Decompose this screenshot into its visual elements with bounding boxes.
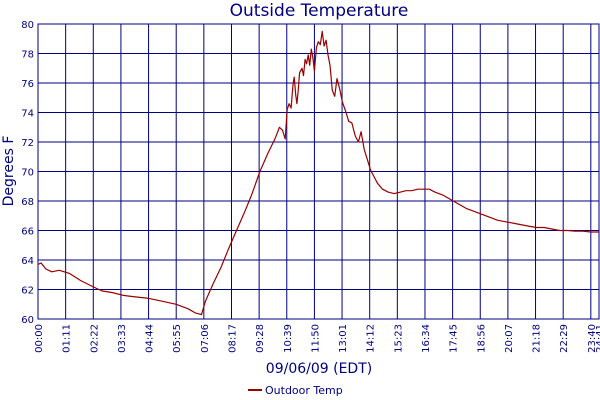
- series-line-outdoor-temp: [37, 30, 599, 316]
- y-tick-label: 60: [21, 315, 34, 326]
- y-tick-label: 70: [21, 168, 34, 179]
- series-group: [37, 30, 599, 316]
- x-axis-ticks: 00:00 01:11 02:22 03:33 04:44 05:55 07:06 08:17…: [34, 324, 600, 353]
- x-tick-label: 18:56: [476, 324, 487, 353]
- x-tick-label: 09:28: [255, 324, 266, 353]
- y-tick-label: 62: [21, 286, 34, 297]
- x-tick-label: 01:11: [62, 324, 73, 353]
- y-tick-label: 64: [21, 256, 34, 267]
- x-tick-label: 10:39: [283, 324, 294, 353]
- x-tick-label: 23:40: [587, 324, 598, 353]
- x-tick-label: 22:29: [559, 324, 570, 353]
- x-tick-label: 07:06: [200, 324, 211, 353]
- x-tick-label: 24:41: [595, 324, 600, 353]
- x-tick-label: 05:55: [172, 324, 183, 353]
- x-tick-label: 03:33: [117, 324, 128, 353]
- x-tick-label: 21:18: [532, 324, 543, 353]
- y-tick-label: 76: [21, 79, 34, 90]
- chart-title: Outside Temperature: [230, 1, 409, 21]
- x-tick-label: 16:34: [421, 324, 432, 353]
- x-axis-label: 09/06/09 (EDT): [266, 361, 372, 377]
- y-tick-label: 80: [21, 20, 34, 31]
- x-tick-label: 20:07: [504, 324, 515, 353]
- x-tick-label: 02:22: [89, 324, 100, 353]
- x-tick-label: 14:12: [366, 324, 377, 353]
- legend-label-outdoor-temp: Outdoor Temp: [265, 384, 343, 397]
- y-axis-label: Degrees F: [1, 136, 17, 207]
- y-tick-label: 78: [21, 50, 34, 61]
- y-tick-label: 68: [21, 197, 34, 208]
- x-tick-label: 15:23: [393, 324, 404, 353]
- x-tick-label: 04:44: [145, 324, 156, 353]
- plot-area: [37, 23, 600, 320]
- y-tick-label: 66: [21, 227, 34, 238]
- x-tick-label: 00:00: [34, 324, 45, 353]
- x-tick-label: 11:50: [310, 324, 321, 353]
- horizontal-gridlines: [38, 23, 599, 320]
- y-axis-ticks: 60 62 64 66 68 70 72 74 76 78 80: [21, 20, 34, 326]
- x-tick-label: 08:17: [227, 324, 238, 353]
- x-tick-label: 13:01: [338, 324, 349, 353]
- y-tick-label: 72: [21, 138, 34, 149]
- y-tick-label: 74: [21, 109, 34, 120]
- x-tick-label: 17:45: [449, 324, 460, 353]
- legend: Outdoor Temp: [248, 384, 343, 397]
